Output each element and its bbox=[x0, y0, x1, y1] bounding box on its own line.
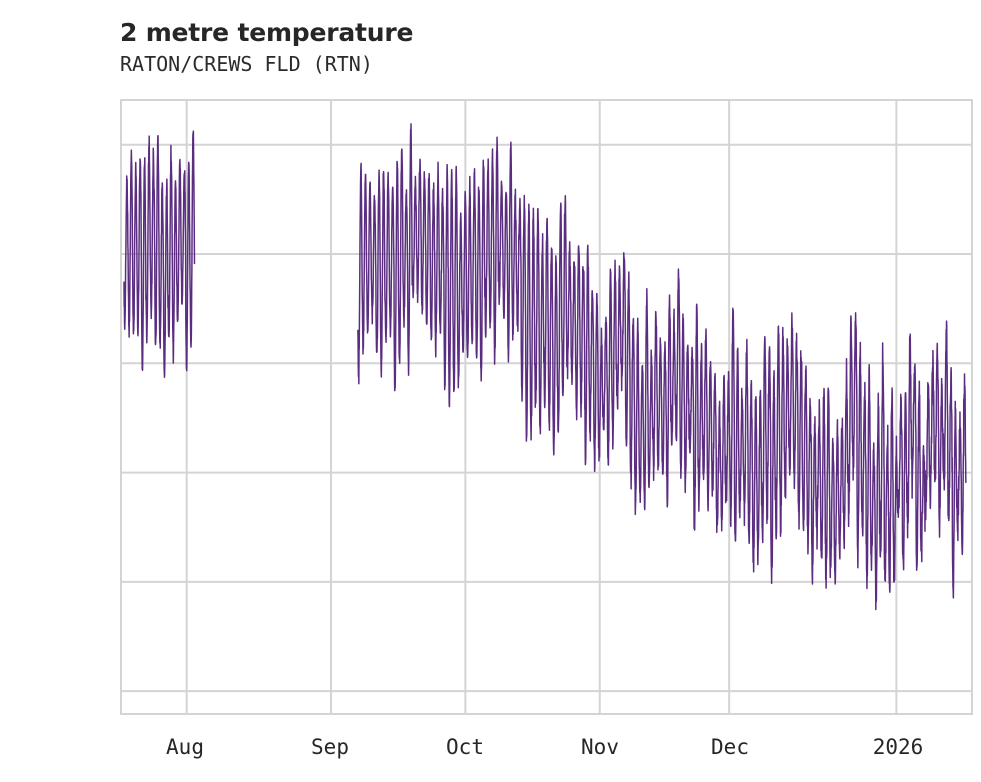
x-tick-label: 2026 bbox=[872, 735, 924, 759]
page-title: 2 metre temperature bbox=[120, 18, 414, 47]
temperature-series bbox=[123, 123, 967, 611]
x-tick-label: Sep bbox=[311, 735, 349, 759]
grid-lines bbox=[122, 101, 971, 713]
x-tick-label: Oct bbox=[446, 735, 484, 759]
chart-subtitle: RATON/CREWS FLD (RTN) bbox=[120, 52, 373, 76]
x-tick-label: Nov bbox=[581, 735, 619, 759]
plot-area bbox=[120, 99, 973, 715]
x-tick-label: Aug bbox=[166, 735, 204, 759]
x-tick-label: Dec bbox=[711, 735, 749, 759]
